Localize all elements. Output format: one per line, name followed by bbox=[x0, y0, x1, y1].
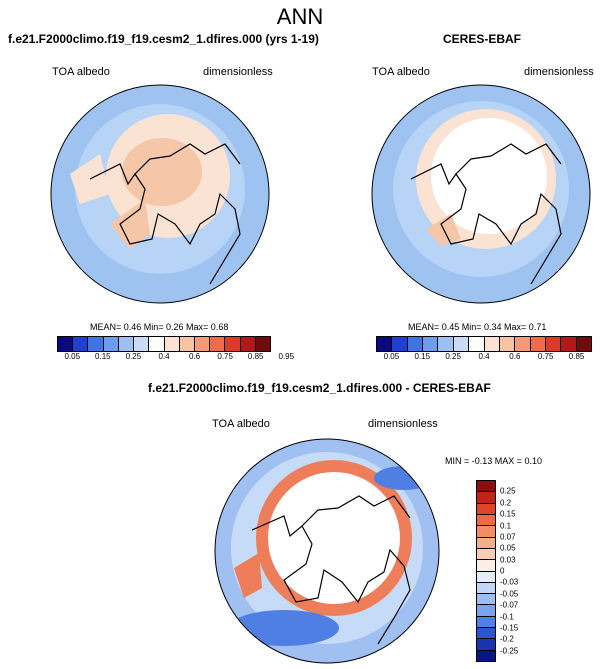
right-colorbar-swatch bbox=[453, 337, 470, 351]
diff-colorbar-tick-label: 0.03 bbox=[500, 555, 516, 565]
right-colorbar-swatch bbox=[515, 337, 531, 351]
left-colorbar-tick-label: 0.25 bbox=[125, 352, 142, 361]
main-title: ANN bbox=[276, 4, 324, 29]
right-colorbar-swatch bbox=[407, 337, 424, 351]
left-units-label: dimensionless bbox=[203, 66, 273, 78]
left-colorbar-tick-label: 0.95 bbox=[278, 352, 295, 361]
right-panel-title: CERES-EBAF bbox=[443, 32, 522, 46]
left-colorbar-swatch bbox=[164, 337, 180, 351]
left-colorbar-swatch bbox=[179, 337, 195, 351]
right-colorbar-tick-label: 0.05 bbox=[383, 352, 400, 361]
diff-colorbar-tick-label: 0.1 bbox=[500, 521, 512, 530]
right-colorbar-tick-label: 0.25 bbox=[445, 352, 461, 361]
right-colorbar-tick-label: 0.6 bbox=[509, 352, 521, 361]
diff-colorbar bbox=[476, 480, 496, 662]
diff-colorbar-tick-label: 0 bbox=[500, 566, 505, 576]
left-colorbar-swatch bbox=[88, 337, 104, 351]
right-colorbar-swatch bbox=[423, 337, 439, 351]
diff-colorbar-swatch bbox=[477, 628, 495, 640]
left-panel-title: f.e21.F2000climo.f19_f19.cesm2_1.dfires.… bbox=[8, 32, 319, 46]
left-colorbar-tick-label: 0.4 bbox=[158, 352, 170, 361]
right-colorbar-tick-label: 0.85 bbox=[568, 352, 585, 361]
right-colorbar-tick-label: 0.75 bbox=[537, 352, 554, 361]
right-colorbar bbox=[376, 336, 592, 352]
left-colorbar-swatch bbox=[194, 337, 211, 351]
left-colorbar-swatch bbox=[210, 337, 226, 351]
diff-polar-map bbox=[214, 438, 440, 664]
diff-units-label: dimensionless bbox=[368, 418, 438, 430]
diff-colorbar-swatch bbox=[477, 560, 495, 572]
right-colorbar-labels: 0.050.150.250.40.60.750.850.95 bbox=[376, 352, 600, 364]
right-colorbar-swatch bbox=[438, 337, 454, 351]
right-colorbar-swatch bbox=[377, 337, 393, 351]
left-stats: MEAN= 0.46 Min= 0.26 Max= 0.68 bbox=[90, 322, 229, 332]
diff-colorbar-swatch bbox=[477, 537, 495, 549]
diff-colorbar-swatch bbox=[477, 526, 495, 538]
diff-colorbar-tick-label: 0.2 bbox=[500, 498, 512, 508]
right-colorbar-swatch bbox=[469, 337, 485, 351]
right-colorbar-swatch bbox=[545, 337, 562, 351]
left-colorbar-swatch bbox=[255, 337, 271, 351]
left-colorbar-tick-label: 0.75 bbox=[217, 352, 233, 361]
left-colorbar-swatch bbox=[58, 337, 74, 351]
diff-colorbar-labels: 0.25 0.2 0.15 0.1 0.07 0.05 0.03 0 -0.03 -0.05 -0.… bbox=[500, 480, 540, 660]
diff-panel-title: f.e21.F2000climo.f19_f19.cesm2_1.dfires.… bbox=[148, 381, 491, 395]
left-colorbar-tick-label: 0.85 bbox=[247, 352, 264, 361]
diff-colorbar-tick-label: 0.15 bbox=[500, 509, 516, 519]
diff-colorbar-swatch bbox=[477, 492, 495, 504]
diff-colorbar-swatch bbox=[477, 639, 495, 651]
diff-colorbar-swatch bbox=[477, 503, 495, 515]
right-field-label: TOA albedo bbox=[372, 66, 430, 78]
diff-colorbar-tick-label: 0.05 bbox=[500, 543, 516, 553]
right-colorbar-swatch bbox=[392, 337, 408, 351]
diff-stats: MIN = -0.13 MAX = 0.10 bbox=[445, 456, 543, 466]
diff-colorbar-swatch bbox=[477, 616, 495, 629]
diff-colorbar-tick-label: 0.25 bbox=[500, 486, 516, 496]
diff-colorbar-tick-label: -0.1 bbox=[500, 612, 514, 621]
left-colorbar-swatch bbox=[240, 337, 256, 351]
diff-field-label: TOA albedo bbox=[212, 418, 270, 430]
left-colorbar-tick-label: 0.15 bbox=[95, 352, 111, 361]
diff-colorbar-tick-label: -0.03 bbox=[500, 577, 519, 587]
diff-colorbar-swatch bbox=[477, 605, 495, 617]
right-colorbar-swatch bbox=[530, 337, 546, 351]
diff-colorbar-tick-label: -0.15 bbox=[500, 623, 519, 633]
right-stats: MEAN= 0.45 Min= 0.34 Max= 0.71 bbox=[408, 322, 547, 332]
left-colorbar-swatch bbox=[134, 337, 150, 351]
right-units-label: dimensionless bbox=[524, 66, 594, 78]
diff-colorbar-tick-label: -0.25 bbox=[500, 646, 519, 656]
left-colorbar-swatch bbox=[225, 337, 241, 351]
left-colorbar-swatch bbox=[103, 337, 119, 351]
left-colorbar bbox=[57, 336, 271, 352]
diff-colorbar-tick-label: -0.2 bbox=[500, 634, 514, 644]
left-colorbar-swatch bbox=[73, 337, 89, 351]
left-polar-map bbox=[50, 84, 270, 304]
diff-colorbar-swatch bbox=[477, 571, 495, 583]
left-colorbar-tick-label: 0.6 bbox=[189, 352, 201, 361]
diff-colorbar-tick-label: 0.07 bbox=[500, 532, 516, 542]
diff-colorbar-swatch bbox=[477, 594, 495, 606]
left-colorbar-swatch bbox=[149, 337, 165, 351]
left-colorbar-swatch bbox=[118, 337, 135, 351]
diff-colorbar-swatch bbox=[477, 582, 495, 595]
diff-colorbar-tick-label: -0.07 bbox=[500, 600, 519, 610]
right-polar-map bbox=[371, 84, 591, 304]
left-colorbar-tick-label: 0.05 bbox=[64, 352, 81, 361]
left-colorbar-labels: 0.05 0.15 0.25 0.4 0.6 0.75 0.85 0.95 bbox=[57, 352, 294, 364]
right-colorbar-swatch bbox=[576, 337, 592, 351]
diff-colorbar-swatch bbox=[477, 514, 495, 527]
right-colorbar-tick-label: 0.4 bbox=[478, 352, 490, 361]
right-colorbar-swatch bbox=[561, 337, 577, 351]
right-colorbar-tick-label: 0.15 bbox=[414, 352, 431, 361]
diff-colorbar-swatch bbox=[477, 481, 495, 493]
left-field-label: TOA albedo bbox=[52, 66, 110, 78]
diff-colorbar-swatch bbox=[477, 548, 495, 561]
right-colorbar-swatch bbox=[484, 337, 500, 351]
right-colorbar-swatch bbox=[499, 337, 516, 351]
diff-colorbar-swatch bbox=[477, 650, 495, 661]
diff-colorbar-tick-label: -0.05 bbox=[500, 589, 519, 599]
